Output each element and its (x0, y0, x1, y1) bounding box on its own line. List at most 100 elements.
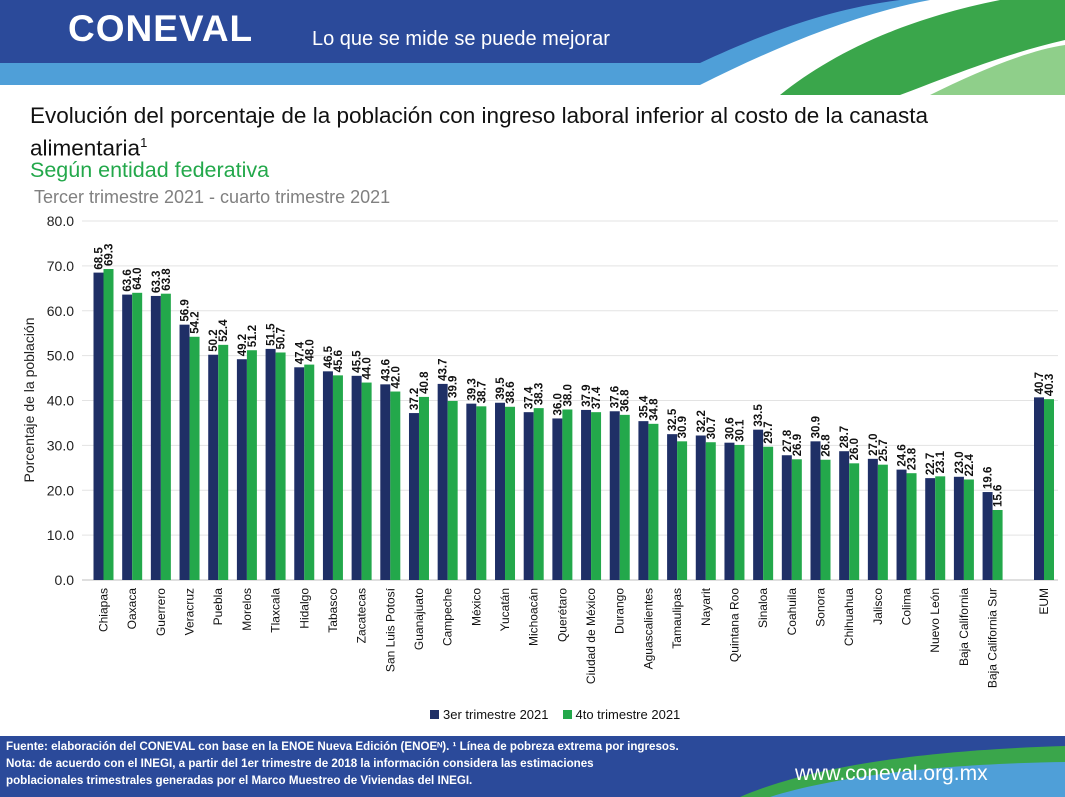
bar-3er-trimestre (609, 411, 620, 580)
y-tick-label: 70.0 (47, 258, 74, 274)
bar-3er-trimestre (695, 435, 706, 580)
bar-3er-trimestre (122, 294, 133, 580)
x-tick-label: Hidalgo (297, 588, 311, 629)
data-label: 19.6 (983, 467, 995, 489)
bar-4to-trimestre (734, 444, 745, 580)
bar-4to-trimestre (218, 344, 229, 580)
bar-4to-trimestre (1044, 399, 1054, 580)
y-tick-label: 80.0 (47, 213, 74, 229)
bar-4to-trimestre (246, 350, 257, 580)
bar-4to-trimestre (963, 479, 974, 580)
data-label: 43.7 (438, 359, 450, 381)
x-tick-label: Guerrero (154, 588, 168, 636)
y-tick-label: 50.0 (47, 348, 74, 364)
bar-3er-trimestre (380, 384, 391, 580)
data-label: 54.2 (190, 311, 202, 333)
data-label: 22.7 (925, 453, 937, 475)
bar-4to-trimestre (619, 414, 630, 580)
legend-swatch-series2 (562, 710, 572, 719)
x-tick-label: San Luis Potosí (383, 587, 397, 672)
legend-label-series2: 4to trimestre 2021 (575, 707, 681, 722)
x-tick-label: Querétaro (555, 588, 569, 642)
data-label: 51.5 (266, 323, 278, 346)
data-label: 52.4 (218, 319, 230, 342)
bar-3er-trimestre (781, 455, 792, 580)
bar-3er-trimestre (236, 359, 247, 580)
bar-3er-trimestre (179, 324, 190, 580)
bar-chart: 0.0 10.0 20.0 30.0 40.0 50.0 60.0 70.0 80.0 Porce… (21, 213, 1058, 688)
data-label: 42.0 (390, 366, 402, 388)
data-label: 48.0 (304, 339, 316, 361)
y-tick-label: 10.0 (47, 527, 74, 543)
data-label: 63.3 (151, 271, 163, 293)
data-label: 28.7 (839, 426, 851, 448)
legend-swatch-series1 (430, 710, 439, 719)
y-tick-label: 30.0 (47, 437, 74, 453)
bar-4to-trimestre (820, 459, 831, 580)
data-label: 56.9 (180, 299, 192, 321)
data-label: 69.3 (104, 244, 116, 266)
y-tick-label: 40.0 (47, 393, 74, 409)
legend-item-series1: 3er trimestre 2021 (430, 707, 549, 722)
data-label: 38.0 (562, 384, 574, 406)
x-tick-label: Puebla (211, 588, 225, 626)
x-tick-label: Baja California (957, 588, 971, 666)
bar-4to-trimestre (304, 364, 315, 580)
data-label: 39.3 (466, 378, 478, 400)
data-label: 50.2 (208, 329, 220, 351)
legend-label-series1: 3er trimestre 2021 (443, 707, 549, 722)
data-label: 24.6 (897, 444, 909, 466)
data-label: 30.6 (724, 417, 736, 439)
x-tick-label: EUM (1037, 588, 1051, 615)
method-note-2: poblacionales trimestrales generadas por… (6, 774, 473, 787)
x-tick-label: Nuevo León (928, 588, 942, 653)
data-label: 23.8 (907, 447, 919, 470)
bar-4to-trimestre (533, 408, 544, 580)
bar-3er-trimestre (466, 403, 477, 580)
bar-4to-trimestre (677, 441, 688, 580)
bar-4to-trimestre (791, 459, 802, 580)
data-label: 38.7 (476, 381, 488, 403)
data-label: 39.9 (448, 376, 460, 398)
data-label: 46.5 (323, 345, 335, 368)
bar-4to-trimestre (390, 391, 401, 580)
x-tick-label: Nayarit (699, 587, 713, 626)
chart-subtitle: Según entidad federativa (30, 158, 270, 182)
data-label: 26.9 (792, 434, 804, 456)
header-dark-band (0, 0, 900, 63)
data-label: 47.4 (294, 341, 306, 364)
x-tick-label: Baja California Sur (986, 588, 1000, 688)
data-label: 36.8 (620, 389, 632, 412)
chart-legend: 3er trimestre 2021 4to trimestre 2021 (430, 707, 680, 722)
data-label: 40.8 (419, 371, 431, 394)
bar-4to-trimestre (877, 464, 888, 580)
x-tick-label: Morelos (240, 588, 254, 631)
data-label: 29.7 (763, 421, 775, 443)
bar-3er-trimestre (667, 434, 678, 580)
data-label: 26.8 (821, 434, 833, 457)
bar-3er-trimestre (265, 348, 276, 580)
footer-notes: Fuente: elaboración del CONEVAL con base… (6, 738, 766, 789)
data-label: 30.9 (811, 416, 823, 438)
bar-3er-trimestre (208, 354, 219, 580)
data-label: 30.9 (677, 416, 689, 438)
bar-4to-trimestre (992, 509, 1003, 580)
bar-3er-trimestre (437, 383, 448, 580)
data-label: 25.7 (878, 439, 890, 461)
method-note-1: Nota: de acuerdo con el INEGI, a partir … (6, 757, 594, 770)
x-tick-label: México (469, 588, 483, 626)
data-label: 63.8 (161, 268, 173, 291)
chart-title-text: Evolución del porcentaje de la población… (30, 103, 929, 161)
data-label: 36.0 (552, 393, 564, 415)
bar-3er-trimestre (1034, 397, 1044, 580)
bar-3er-trimestre (495, 402, 506, 580)
data-label: 15.6 (993, 485, 1005, 507)
data-label: 43.6 (380, 359, 392, 381)
bar-4to-trimestre (935, 476, 946, 580)
data-label: 45.5 (352, 350, 364, 373)
bar-4to-trimestre (132, 292, 143, 580)
data-label: 51.2 (247, 325, 259, 347)
website-link[interactable]: www.coneval.org.mx (795, 762, 988, 785)
y-tick-label: 20.0 (47, 482, 74, 498)
data-label: 27.8 (782, 429, 794, 452)
